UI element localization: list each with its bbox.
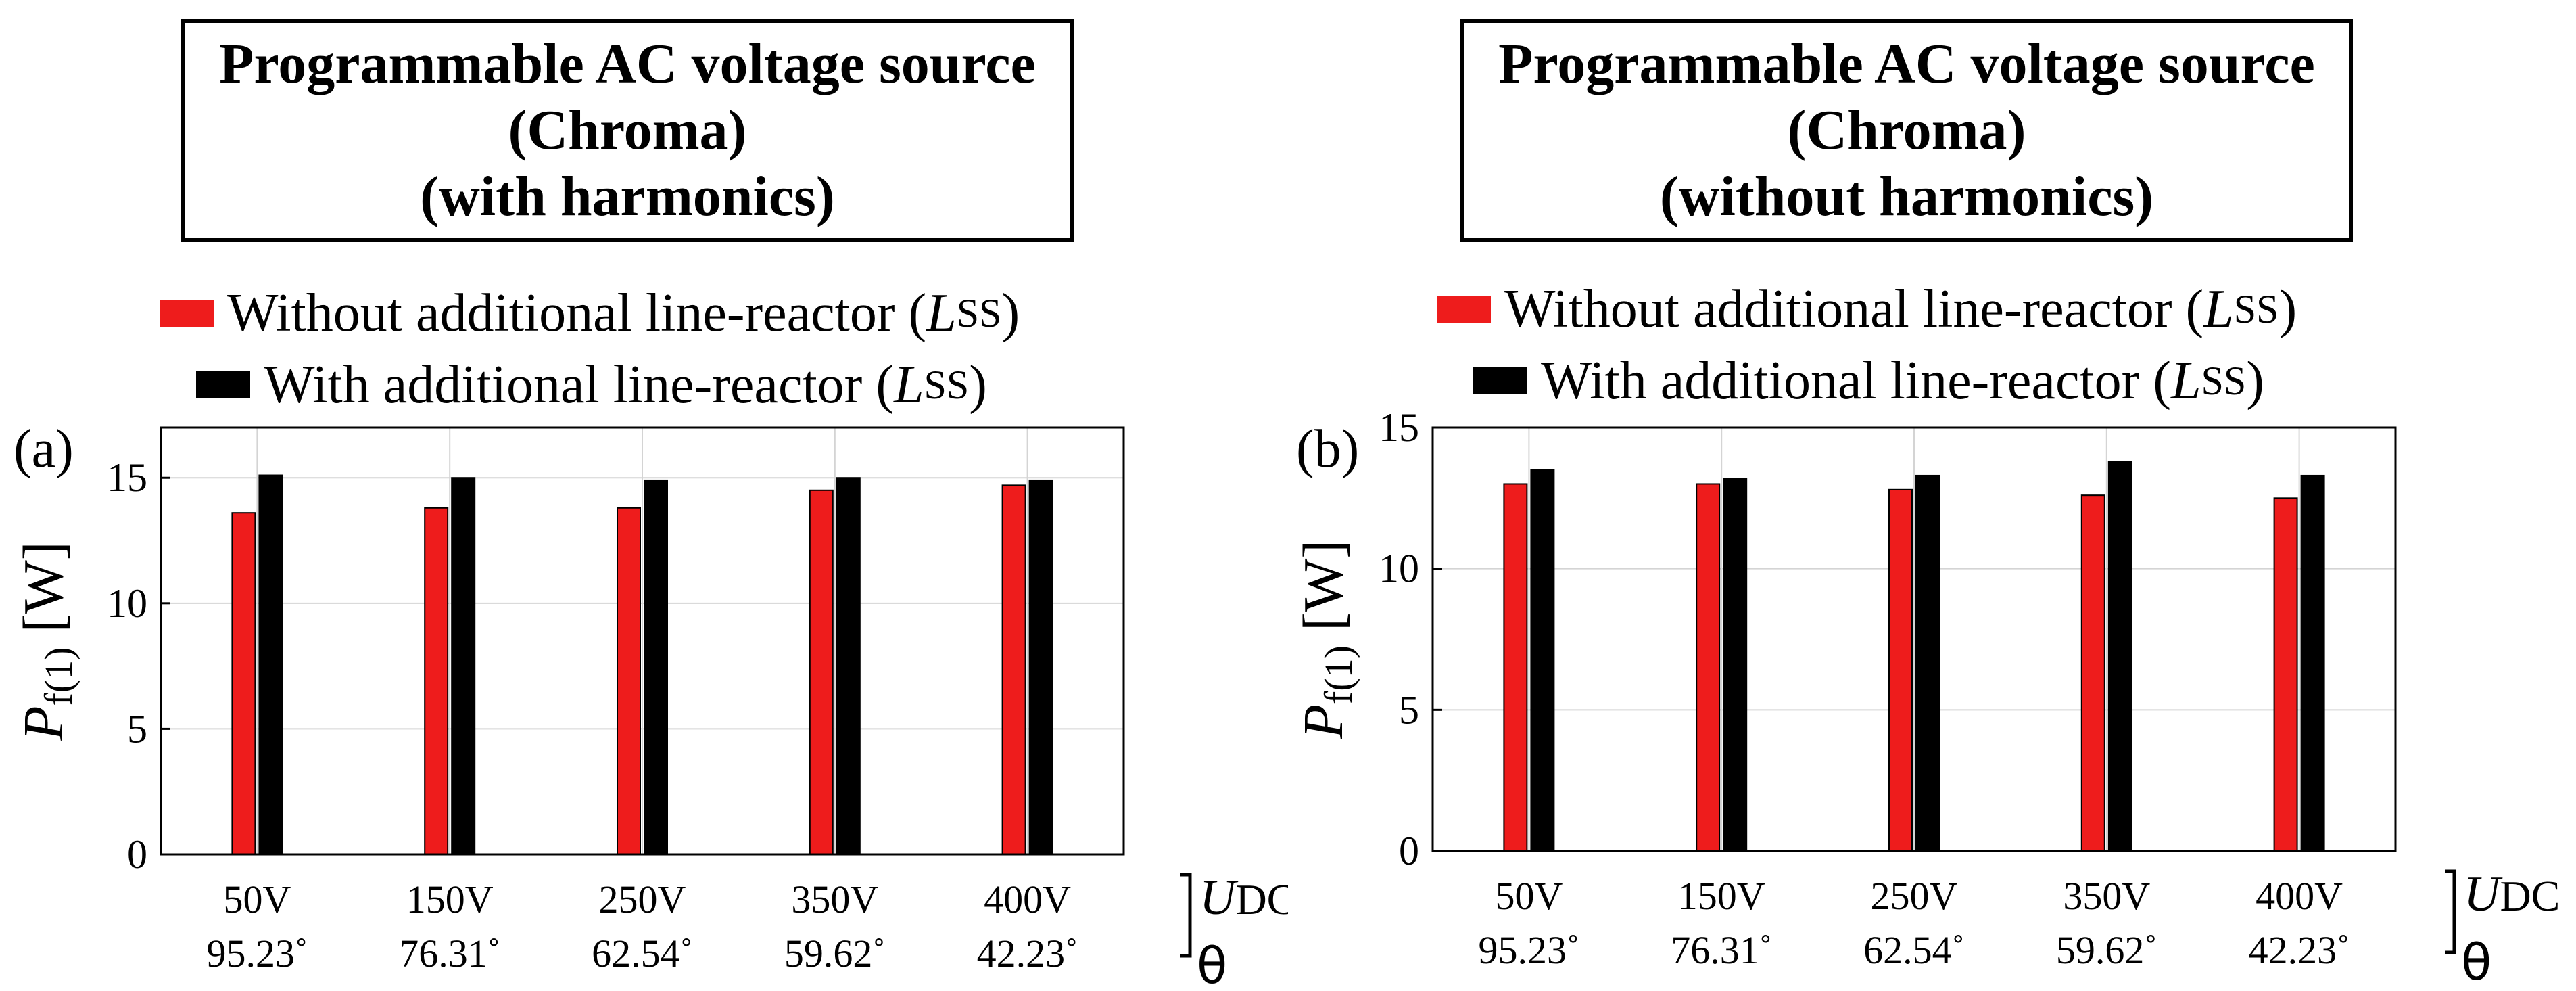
legend-symbol: L (2203, 279, 2234, 339)
bar-without-reactor (424, 507, 449, 855)
chart-title-box: Programmable AC voltage source (Chroma) … (1460, 19, 2353, 242)
axis-key-bracket (2445, 869, 2456, 954)
legend-text: Without additional line-reactor ( (1504, 279, 2204, 339)
legend-entry-without-reactor: Without additional line-reactor (L SS) (160, 283, 1020, 344)
bar-with-reactor (1028, 479, 1053, 855)
x-category-voltage: 150V (406, 877, 494, 921)
x-category-angle: 59.62˚ (784, 931, 886, 975)
y-tick-label: 10 (1379, 547, 1419, 591)
legend-subscript: SS (2201, 359, 2247, 403)
legend-close: ) (969, 355, 987, 415)
x-category-angle: 62.54˚ (592, 931, 693, 975)
legend-symbol: L (893, 355, 924, 415)
title-line: (Chroma) (1787, 99, 2026, 162)
x-category-angle: 76.31˚ (399, 931, 500, 975)
title-line: Programmable AC voltage source (1498, 32, 2315, 95)
axis-key-udc: UDC (2464, 867, 2560, 922)
x-category-voltage: 50V (1495, 874, 1563, 918)
y-tick-label: 15 (107, 455, 147, 500)
x-category-voltage: 350V (791, 877, 878, 921)
x-category-angle: 95.23˚ (206, 931, 308, 975)
legend-text: With additional line-reactor ( (264, 355, 894, 415)
bar-without-reactor (1888, 488, 1913, 852)
x-category-voltage: 150V (1678, 874, 1765, 918)
x-category-angle: 76.31˚ (1671, 928, 1772, 972)
x-category-voltage: 250V (599, 877, 686, 921)
bar-with-reactor (1723, 478, 1748, 852)
legend-entry-without-reactor: Without additional line-reactor (L SS) (1437, 279, 2297, 340)
y-tick-label: 5 (127, 706, 147, 751)
legend-symbol: L (926, 283, 957, 343)
legend-close: ) (2279, 279, 2297, 339)
legend-entry-with-reactor: With additional line-reactor (L SS) (196, 354, 987, 415)
panel-label: (b) (1296, 419, 1359, 479)
chart-panel-b: Programmable AC voltage source (Chroma) … (1288, 0, 2576, 991)
title-line: (with harmonics) (420, 165, 835, 228)
bar-chart-b: 0 5 10 15 50V 95.23˚ 150V 76.31˚ 250V 62.54˚ 350V 5… (1292, 405, 2560, 991)
bar-without-reactor (2080, 494, 2105, 852)
bar-without-reactor (617, 507, 641, 855)
legend-swatch-black (1473, 367, 1527, 394)
y-tick-label: 5 (1399, 687, 1419, 732)
plot-area-frame (1431, 426, 2397, 852)
panel-label: (a) (14, 419, 74, 479)
bar-without-reactor (809, 489, 834, 855)
legend-swatch-black (196, 371, 250, 398)
legend-subscript: SS (924, 363, 970, 407)
x-category-voltage: 400V (2256, 874, 2343, 918)
chart-panel-a: Programmable AC voltage source (Chroma) … (12, 19, 1288, 991)
bar-without-reactor (1001, 484, 1026, 855)
axis-key-udc: UDC (1199, 870, 1288, 925)
axis-key-theta: θ (1197, 937, 1227, 991)
x-category-angle: 42.23˚ (2249, 928, 2350, 972)
y-tick-label: 15 (1379, 405, 1419, 450)
bar-without-reactor (1503, 483, 1528, 852)
x-category-angle: 95.23˚ (1478, 928, 1579, 972)
x-category-voltage: 250V (1871, 874, 1958, 918)
x-category-angle: 59.62˚ (2056, 928, 2157, 972)
y-tick-label: 0 (127, 832, 147, 877)
bar-with-reactor (2300, 474, 2325, 852)
y-axis-label: Pf(1) [W] (1292, 540, 1360, 740)
bar-with-reactor (258, 474, 283, 855)
bar-with-reactor (2107, 461, 2132, 852)
bar-with-reactor (1915, 474, 1940, 852)
y-tick-label: 10 (107, 581, 147, 626)
x-category-voltage: 350V (2063, 874, 2150, 918)
y-tick-label: 0 (1399, 829, 1419, 873)
x-category-angle: 42.23˚ (977, 931, 1078, 975)
bar-chart-a: 0 5 10 15 50V 95.23˚ 150V 76.31˚ 250V 62.54˚ 350V 5… (12, 419, 1288, 991)
legend-text: Without additional line-reactor ( (227, 283, 927, 343)
bar-without-reactor (231, 512, 256, 855)
title-line: Programmable AC voltage source (219, 32, 1036, 95)
x-category-angle: 62.54˚ (1863, 928, 1965, 972)
bar-with-reactor (644, 479, 668, 855)
x-category-voltage: 400V (984, 877, 1071, 921)
bar-with-reactor (451, 477, 476, 855)
legend-swatch-red (1437, 296, 1491, 323)
bar-without-reactor (2273, 497, 2298, 852)
title-line: (without harmonics) (1659, 165, 2154, 228)
legend-symbol: L (2170, 351, 2201, 411)
bar-with-reactor (836, 477, 861, 855)
y-axis-label: Pf(1) [W] (12, 541, 80, 741)
title-line: (Chroma) (508, 99, 747, 162)
bar-with-reactor (1530, 469, 1555, 852)
legend-close: ) (2246, 351, 2264, 411)
axis-key-bracket (1180, 873, 1192, 958)
axis-key-theta: θ (2461, 934, 2491, 991)
plot-area-frame (160, 426, 1125, 856)
legend-entry-with-reactor: With additional line-reactor (L SS) (1473, 350, 2264, 411)
bar-without-reactor (1696, 483, 1721, 852)
legend-close: ) (1001, 283, 1020, 343)
legend-subscript: SS (2233, 287, 2279, 331)
x-category-voltage: 50V (223, 877, 291, 921)
legend-subscript: SS (956, 291, 1002, 336)
chart-title-box: Programmable AC voltage source (Chroma) … (181, 19, 1074, 242)
legend-swatch-red (160, 300, 214, 327)
legend-text: With additional line-reactor ( (1541, 351, 2171, 411)
